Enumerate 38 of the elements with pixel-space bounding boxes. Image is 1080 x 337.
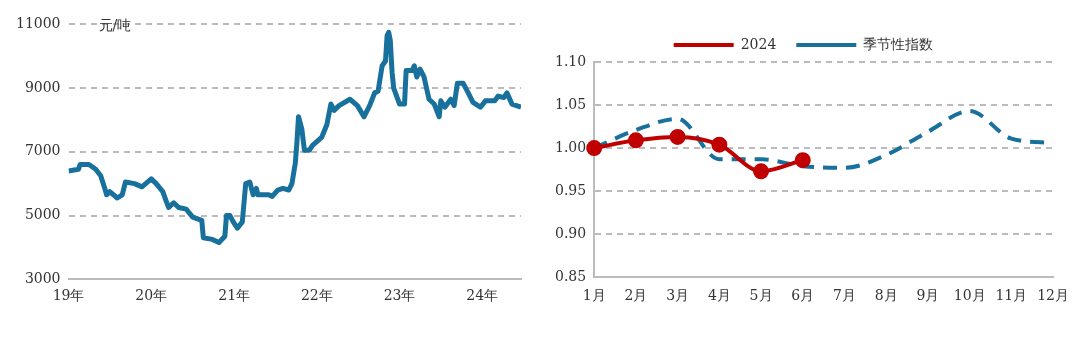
point [794,152,811,169]
x-tick-label: 1月 [582,287,606,304]
y-tick-label: 1.00 [555,138,587,155]
point [711,136,728,153]
y-tick-label: 0.95 [555,181,587,198]
point [586,140,603,157]
y-tick-label: 1.10 [555,52,587,69]
y-axis-title: 元/吨 [98,17,132,34]
y-tick-label: 9000 [24,78,61,95]
point [627,132,644,149]
x-tick-label: 24年 [466,287,499,304]
y-tick-label: 0.85 [555,267,587,284]
x-tick-label: 10月 [953,287,986,304]
x-tick-label: 6月 [791,287,815,304]
legend-label: 季节性指数 [863,35,934,52]
x-tick-label: 3月 [666,287,690,304]
legend-label: 2024 [740,35,777,52]
x-tick-label: 19年 [52,287,85,304]
x-tick-label: 21年 [218,287,251,304]
point [669,128,686,145]
y-tick-label: 0.90 [555,224,587,241]
y-tick-label: 1.05 [555,95,587,112]
x-tick-label: 5月 [749,287,773,304]
x-tick-label: 8月 [874,287,898,304]
x-tick-label: 12月 [1037,287,1070,304]
x-tick-label: 20年 [135,287,168,304]
x-tick-label: 7月 [833,287,856,304]
x-tick-label: 11月 [995,287,1028,304]
y-tick-label: 5000 [24,206,61,223]
x-tick-label: 9月 [916,287,940,304]
x-tick-label: 22年 [300,287,333,304]
y-tick-label: 3000 [24,269,61,286]
x-tick-label: 4月 [707,287,731,304]
x-tick-label: 23年 [383,287,416,304]
point [753,163,770,180]
x-tick-label: 2月 [624,287,648,304]
y-tick-label: 7000 [24,142,61,159]
y-tick-label: 11000 [15,15,61,32]
